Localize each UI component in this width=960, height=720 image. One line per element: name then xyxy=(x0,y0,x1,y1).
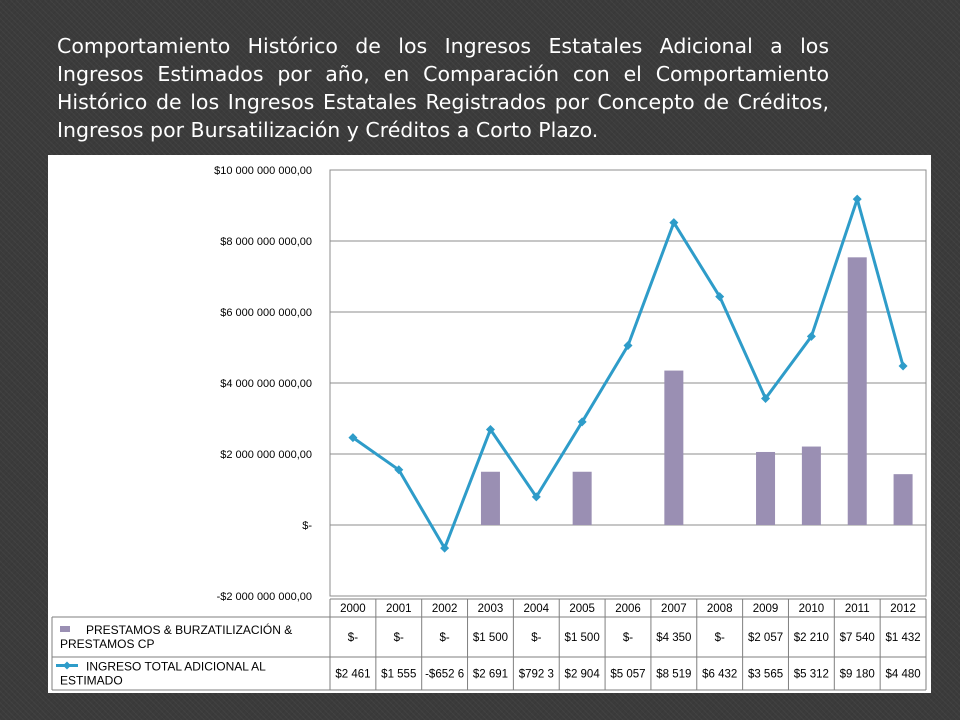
x-category-label: 2009 xyxy=(753,603,779,615)
table-cell-line-value: $2 461 xyxy=(335,669,370,681)
table-cell-line-value: $2 904 xyxy=(565,669,601,681)
legend-label-line: PRESTAMOS & BURZATILIZACIÓN & xyxy=(86,622,292,637)
line-point xyxy=(531,492,541,502)
table-cell-bar-value: $1 500 xyxy=(565,632,600,644)
table-cell-line-value: $1 555 xyxy=(381,669,416,681)
y-tick-label: -$2 000 000 000,00 xyxy=(217,591,312,603)
table-cell-line-value: $4 480 xyxy=(885,669,920,681)
legend-key-marker xyxy=(63,661,71,670)
y-tick-label: $6 000 000 000,00 xyxy=(220,307,312,319)
line-point xyxy=(623,340,633,350)
table-cell-bar-value: $7 540 xyxy=(840,632,875,644)
line-point xyxy=(852,194,862,204)
legend-label: PRESTAMOS & BURZATILIZACIÓN & PRESTAMOS C… xyxy=(60,622,292,651)
line-point xyxy=(669,218,679,228)
x-category-label: 2007 xyxy=(661,603,687,615)
x-category-label: 2005 xyxy=(569,603,595,615)
table-cell-line-value: $6 432 xyxy=(702,669,737,681)
table-cell-bar-value: $- xyxy=(623,632,633,644)
legend-label-line: INGRESO TOTAL ADICIONAL AL xyxy=(86,660,266,674)
bar xyxy=(756,451,776,525)
line-point xyxy=(761,393,771,403)
table-cell-bar-value: $- xyxy=(348,632,358,644)
bar xyxy=(801,446,821,525)
legend-label-line: PRESTAMOS CP xyxy=(60,637,154,651)
bar xyxy=(572,471,592,525)
chart-container: -$2 000 000 000,00 $- $2 000 000 000,00 $4 … xyxy=(48,155,931,693)
bar xyxy=(893,474,913,525)
table-cell-bar-value: $- xyxy=(531,632,541,644)
table-cell-line-value: $792 3 xyxy=(519,669,554,681)
x-category-label: 2010 xyxy=(799,603,825,615)
table-cell-bar-value: $4 350 xyxy=(656,632,691,644)
combo-chart: -$2 000 000 000,00 $- $2 000 000 000,00 $4 … xyxy=(51,165,927,691)
table-cell-line-value: $2 691 xyxy=(473,669,508,681)
table-cell-bar-value: $- xyxy=(715,632,725,644)
line-point xyxy=(898,361,908,371)
legend-label-line: ESTIMADO xyxy=(60,674,123,688)
plot-area-border xyxy=(329,169,927,597)
table-cell-line-value: $9 180 xyxy=(840,669,875,681)
line-point xyxy=(577,417,587,427)
line-point xyxy=(394,465,404,475)
line-point xyxy=(348,433,358,443)
table-cell-line-value: $5 312 xyxy=(794,669,829,681)
table-cell-line-value: $8 519 xyxy=(656,669,691,681)
line-point xyxy=(485,424,495,434)
table-cell-bar-value: $2 057 xyxy=(748,632,783,644)
y-tick-label: $2 000 000 000,00 xyxy=(220,449,312,461)
x-category-label: 2002 xyxy=(432,603,458,615)
table-cell-line-value: $3 565 xyxy=(748,669,783,681)
table-cell-line-value: -$652 6 xyxy=(425,669,464,681)
slide-title: Comportamiento Histórico de los Ingresos… xyxy=(57,34,829,142)
bar xyxy=(847,257,867,525)
x-category-label: 2001 xyxy=(386,603,412,615)
table-cell-bar-value: $- xyxy=(439,632,449,644)
bar xyxy=(664,370,684,525)
table-cell-bar-value: $1 500 xyxy=(473,632,508,644)
x-category-label: 2008 xyxy=(707,603,733,615)
y-tick-label: $4 000 000 000,00 xyxy=(220,378,312,390)
legend-label: INGRESO TOTAL ADICIONAL AL ESTIMADO xyxy=(60,660,266,688)
x-category-label: 2011 xyxy=(845,603,870,615)
x-category-label: 2006 xyxy=(615,603,641,615)
table-cell-bar-value: $- xyxy=(394,632,404,644)
line-point xyxy=(715,292,725,302)
x-category-label: 2004 xyxy=(524,603,550,615)
x-category-label: 2003 xyxy=(478,603,504,615)
x-category-label: 2000 xyxy=(340,603,366,615)
y-tick-label: $8 000 000 000,00 xyxy=(220,236,312,248)
y-tick-label: $10 000 000 000,00 xyxy=(214,165,312,177)
x-category-label: 2012 xyxy=(890,603,916,615)
legend-key-bar xyxy=(60,626,70,632)
table-cell-bar-value: $2 210 xyxy=(794,632,829,644)
table-cell-line-value: $5 057 xyxy=(610,669,645,681)
line-point xyxy=(440,543,450,553)
line-point xyxy=(806,331,816,341)
y-tick-label: $- xyxy=(302,520,312,532)
bar xyxy=(480,471,500,525)
table-cell-bar-value: $1 432 xyxy=(885,632,920,644)
